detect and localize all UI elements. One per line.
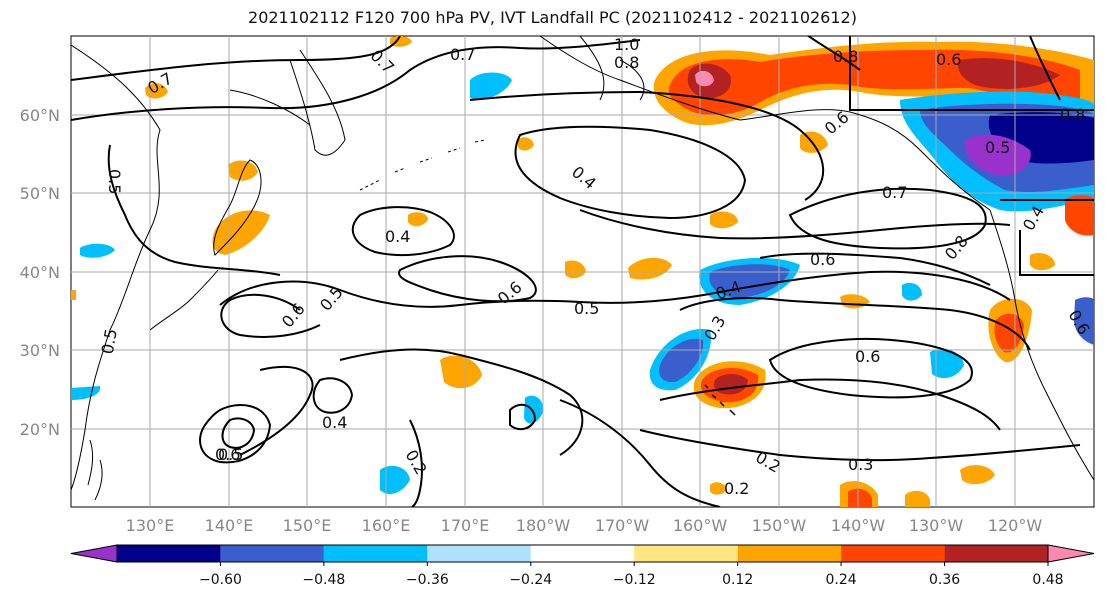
lon-label: 130°W [909, 516, 964, 535]
lon-label: 170°W [595, 516, 650, 535]
colorbar-segment [220, 545, 324, 562]
positive-anomaly-small-6 [408, 212, 428, 227]
negative-anomaly-s-1 [380, 465, 410, 495]
lon-label: 150°E [283, 516, 332, 535]
positive-anomaly-se-3 [960, 465, 995, 485]
lon-label: 160°E [362, 516, 411, 535]
colorbar-extend-min [70, 544, 118, 563]
positive-anomaly-west-edge [71, 290, 76, 300]
colorbar-tick-label: 0.36 [929, 572, 960, 588]
colorbar-tick-label: −0.36 [406, 572, 449, 588]
coastlines [71, 36, 1094, 501]
colorbar-segment [841, 545, 945, 562]
positive-anomaly-east [1030, 253, 1055, 271]
negative-anomaly-e-2 [902, 282, 922, 301]
contour-label: 0.7 [882, 183, 907, 202]
contour-label: 0.5 [98, 327, 121, 355]
lat-label: 30°N [20, 341, 60, 360]
colorbar: −0.60 −0.48 −0.36 −0.24 −0.12 0.12 0.24 0.36 0.4… [70, 544, 1095, 588]
contour-label: 0.4 [322, 413, 347, 432]
latitude-labels: 60°N 50°N 40°N 30°N 20°N [20, 106, 60, 439]
colorbar-tick-label: 0.48 [1032, 572, 1063, 588]
lon-label: 120°W [988, 516, 1043, 535]
positive-anomaly-small-4 [518, 137, 534, 151]
strong-positive-anomaly-se-1 [848, 488, 872, 507]
contour-label: 1.0 [614, 35, 639, 54]
contour-label: 0.5 [105, 169, 124, 194]
lon-label: 160°W [673, 516, 728, 535]
lat-label: 20°N [20, 420, 60, 439]
colorbar-tick-label: −0.60 [199, 572, 242, 588]
negative-anomaly-e-1 [930, 348, 964, 379]
strong-positive-anomaly-ne [958, 58, 1060, 89]
lon-label: 140°W [831, 516, 886, 535]
lat-label: 50°N [20, 184, 60, 203]
pv-contours [71, 36, 1094, 507]
contour-label: 0.8 [833, 47, 858, 66]
contour-label: 0.6 [810, 250, 835, 269]
negative-anomaly-nw-pac [470, 72, 512, 100]
contour-label: 0.5 [574, 299, 599, 318]
negative-anomaly-w-1 [80, 243, 115, 258]
contour-label: 0.8 [1060, 105, 1085, 124]
contour-label: 0.3 [848, 455, 873, 474]
colorbar-tick-label: 0.24 [826, 572, 857, 588]
lon-label: 170°E [441, 516, 490, 535]
positive-anomaly-midpac [628, 257, 672, 280]
colorbar-segment [530, 545, 635, 562]
contour-label: 0.7 [450, 45, 475, 64]
contour-label: 0.6 [215, 445, 240, 464]
negative-anomaly-far-east [1074, 297, 1094, 345]
contour-label: 0.5 [218, 445, 243, 464]
lon-label: 140°E [205, 516, 254, 535]
lon-label: 150°W [752, 516, 807, 535]
positive-anomaly-central-pac [440, 355, 482, 389]
contour-label: 0.8 [614, 53, 639, 72]
map-panel: 1.0 0.8 0.7 0.7 0.7 0.8 0.6 0.8 0.6 0.5 … [70, 35, 1095, 508]
colorbar-tick-label: −0.12 [613, 572, 656, 588]
positive-anomaly-nw [145, 83, 168, 99]
colorbar-extend-max [1047, 544, 1095, 563]
longitude-labels: 130°E 140°E 150°E 160°E 170°E 180°W 170°… [126, 516, 1043, 535]
contour-label: 0.6 [855, 347, 880, 366]
positive-anomaly-small-2 [710, 211, 738, 229]
contour-label: 0.4 [385, 227, 410, 246]
positive-anomaly-japan-1 [212, 210, 270, 255]
lon-label: 130°E [126, 516, 175, 535]
colorbar-segment [944, 545, 1048, 562]
colorbar-tick-label: −0.48 [302, 572, 345, 588]
colorbar-segment [117, 545, 221, 562]
shaded-anomalies [71, 36, 1094, 507]
colorbar-segment [634, 545, 738, 562]
positive-anomaly-far-east [1065, 195, 1094, 236]
colorbar-outline [116, 544, 1049, 563]
positive-anomaly-small-1 [565, 260, 586, 279]
colorbar-segment [427, 545, 531, 562]
colorbar-tick-label: 0.12 [722, 572, 753, 588]
negative-anomaly-s-2 [524, 395, 544, 424]
colorbar-tick-label: −0.24 [509, 572, 552, 588]
positive-anomaly-se-4 [710, 482, 727, 495]
figure-title: 2021102112 F120 700 hPa PV, IVT Landfall… [248, 8, 857, 27]
contour-label: 0.6 [936, 50, 961, 69]
peak-negative-anomaly-bc [964, 134, 1031, 176]
strong-positive-anomaly-west-coast [994, 313, 1024, 353]
contour-label: 0.5 [985, 138, 1010, 157]
lon-label: 180°W [516, 516, 571, 535]
positive-anomaly-n [390, 36, 412, 47]
colorbar-segment [737, 545, 842, 562]
lat-label: 40°N [20, 263, 60, 282]
negative-anomaly-w-2 [71, 386, 101, 400]
positive-anomaly-se-2 [905, 490, 930, 507]
contour-label: 0.2 [724, 479, 749, 498]
colorbar-segment [323, 545, 428, 562]
lat-label: 60°N [20, 106, 60, 125]
